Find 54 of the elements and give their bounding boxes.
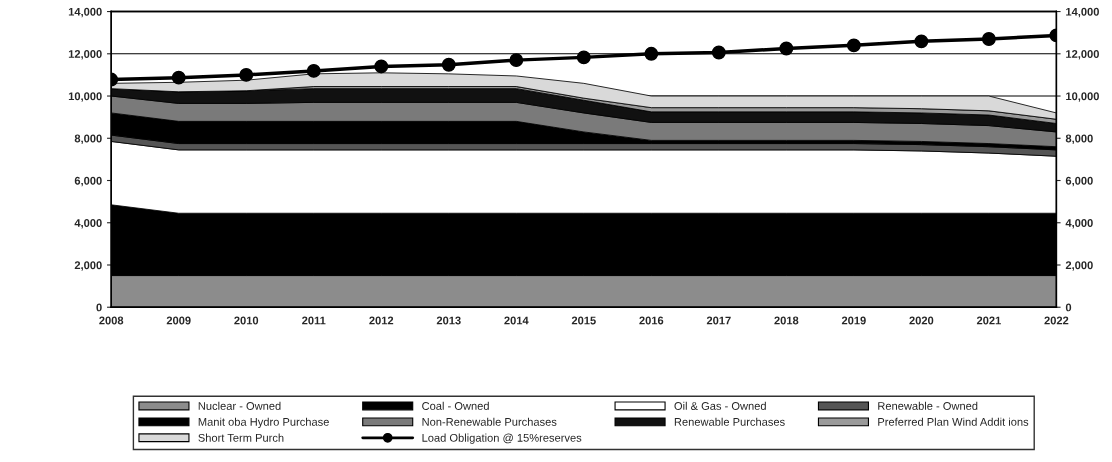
- legend-label: Load Obligation @ 15%reserves: [422, 433, 582, 444]
- x-tick-label: 2008: [99, 316, 124, 325]
- legend-label: Renewable Purchases: [674, 417, 785, 426]
- point: [914, 34, 929, 49]
- y2-tick-label: 0: [1065, 303, 1072, 312]
- legend-label: Non-Renewable Purchases: [422, 417, 557, 426]
- x-tick-label: 2022: [1044, 316, 1069, 325]
- point: [509, 53, 524, 68]
- y-tick-label: 8,000: [74, 134, 102, 145]
- x-tick-label: 2013: [436, 316, 461, 325]
- point: [779, 41, 794, 56]
- point: [711, 45, 726, 60]
- y2-tick-label: 12,000: [1066, 50, 1099, 60]
- x-tick-label: 2012: [369, 316, 394, 325]
- legend-label: Renewable - Owned: [878, 401, 978, 410]
- y-tick-label: 0: [96, 303, 102, 312]
- x-tick-label: 2020: [909, 316, 934, 325]
- x-tick-label: 2009: [166, 316, 191, 325]
- y2-tick-label: 8,000: [1065, 134, 1093, 145]
- point: [644, 46, 659, 61]
- point: [306, 63, 321, 78]
- legend-label: Preferred Plan Wind Addit ions: [878, 417, 1029, 426]
- legend-label: Coal - Owned: [422, 401, 489, 410]
- y-tick-label: 14,000: [68, 7, 102, 18]
- point: [576, 50, 591, 65]
- x-tick-label: 2021: [976, 316, 1001, 325]
- point: [981, 32, 996, 46]
- y-tick-label: 6,000: [74, 176, 102, 187]
- y2-tick-label: 14,000: [1066, 7, 1099, 18]
- point: [171, 70, 186, 85]
- y2-tick-label: 4,000: [1065, 219, 1093, 229]
- y-tick-label: 12,000: [68, 50, 102, 60]
- point: [441, 57, 456, 72]
- legend-label: Oil & Gas - Owned: [674, 401, 766, 410]
- point: [374, 59, 389, 74]
- legend-label: Manit oba Hydro Purchase: [198, 417, 329, 429]
- x-tick-label: 2018: [774, 316, 799, 325]
- x-tick-label: 2014: [504, 316, 529, 325]
- point: [846, 38, 861, 53]
- x-tick-label: 2016: [639, 316, 664, 325]
- y2-tick-label: 6,000: [1065, 176, 1093, 187]
- point: [239, 67, 254, 82]
- y2-tick-label: 2,000: [1065, 261, 1093, 271]
- y-tick-label: 4,000: [74, 219, 102, 229]
- x-tick-label: 2010: [234, 316, 259, 325]
- y-tick-label: 2,000: [74, 261, 102, 271]
- x-tick-label: 2015: [571, 316, 596, 325]
- legend-label: Short Term Purch: [198, 433, 284, 442]
- legend-label: Nuclear - Owned: [198, 401, 281, 410]
- x-tick-label: 2017: [706, 316, 731, 325]
- x-tick-label: 2011: [302, 316, 326, 325]
- y-tick-label: 10,000: [68, 92, 102, 102]
- y2-tick-label: 10,000: [1066, 92, 1099, 102]
- x-tick-label: 2019: [841, 316, 866, 325]
